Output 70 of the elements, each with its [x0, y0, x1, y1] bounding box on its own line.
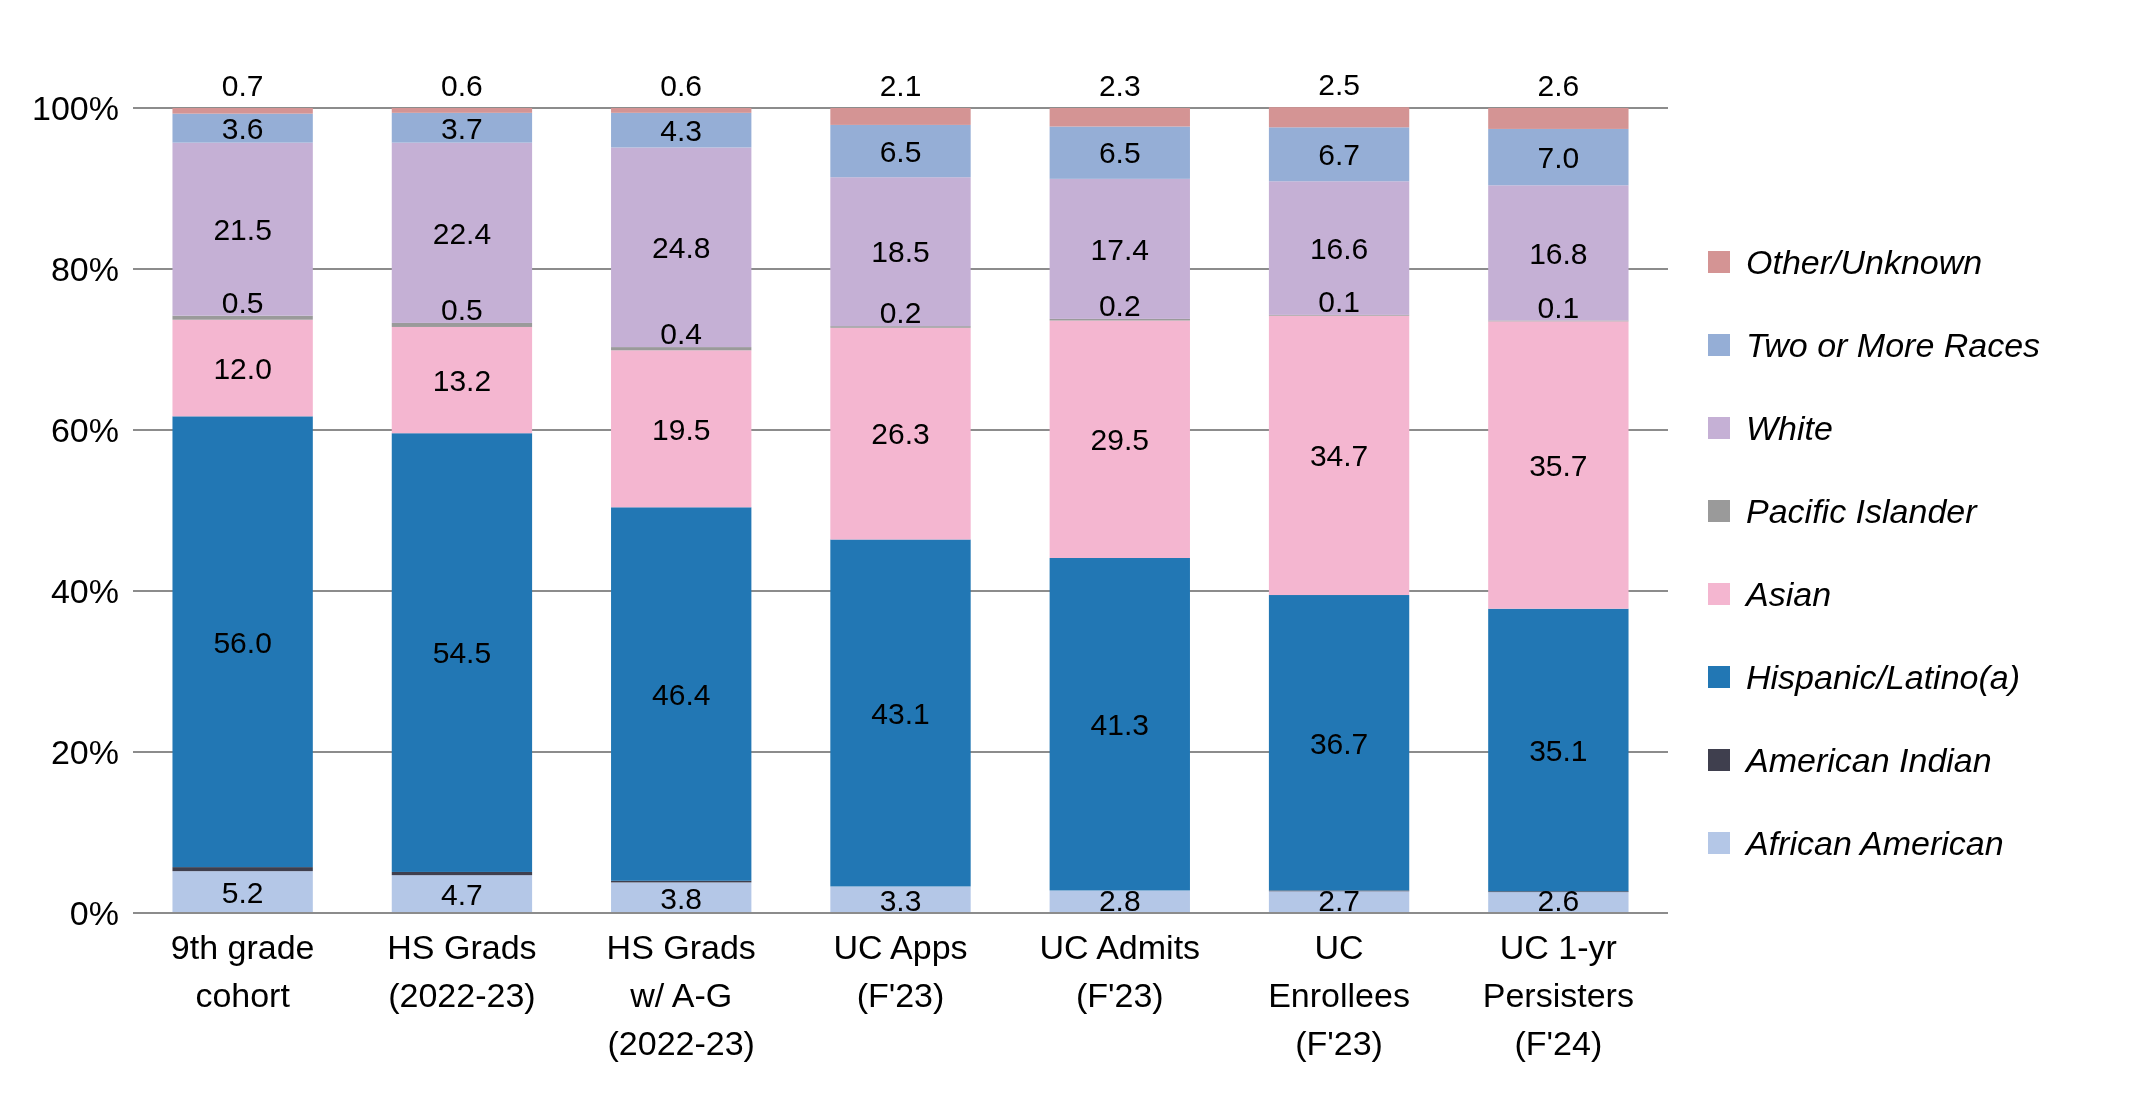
y-tick-label: 80% [50, 249, 119, 288]
data-label: 35.1 [1529, 733, 1588, 767]
data-label: 2.6 [1537, 884, 1580, 917]
data-label: 16.6 [1309, 231, 1369, 265]
data-label: 0.2 [1098, 288, 1141, 322]
x-tick-label: 9th grade cohort [170, 928, 315, 1014]
data-label: 3.7 [441, 111, 483, 145]
legend-label: Pacific Islander [1746, 492, 1979, 530]
y-tick-label: 40% [50, 571, 119, 610]
data-label: 6.5 [879, 134, 922, 168]
data-label: 19.5 [652, 412, 711, 446]
data-label: 7.0 [1537, 140, 1580, 174]
x-tick-label: UC Enrollees (F'23) [1268, 928, 1410, 1062]
y-tick-label: 60% [50, 410, 119, 449]
data-label: 0.6 [660, 69, 703, 102]
data-label: 2.3 [1098, 69, 1141, 102]
data-label: 24.8 [652, 231, 711, 265]
data-label: 41.3 [1090, 708, 1149, 742]
data-label: 2.8 [1098, 884, 1141, 917]
data-label: 29.5 [1090, 423, 1149, 457]
data-label: 0.5 [221, 285, 264, 319]
x-tick-label: HS Grads w/ A-G (2022-23) [606, 928, 756, 1062]
data-label: 0.1 [1537, 290, 1580, 324]
legend-label: Hispanic/Latino(a) [1746, 658, 2021, 696]
data-label: 0.7 [221, 69, 264, 102]
data-label: 0.5 [441, 292, 483, 326]
data-label: 43.1 [871, 696, 930, 730]
x-tick-label: UC 1-yr Persisters (F'24) [1482, 928, 1634, 1062]
data-label: 0.1 [1318, 284, 1360, 318]
data-label: 35.7 [1529, 448, 1588, 482]
data-label: 3.8 [660, 881, 703, 915]
data-label: 3.3 [879, 884, 922, 917]
data-label: 2.6 [1537, 69, 1580, 102]
x-tick-label: UC Apps (F'23) [833, 928, 968, 1014]
data-label: 36.7 [1309, 726, 1369, 760]
y-tick-label: 0% [69, 893, 119, 932]
legend-label: African American [1744, 824, 2004, 862]
data-label: 46.4 [652, 677, 711, 711]
data-label: 54.5 [432, 636, 492, 670]
data-label: 21.5 [213, 212, 272, 246]
data-label: 6.5 [1098, 136, 1141, 170]
legend-label: White [1746, 409, 1833, 447]
data-label: 18.5 [871, 235, 930, 269]
data-label: 2.7 [1318, 884, 1360, 917]
data-label: 16.8 [1529, 236, 1588, 270]
legend-label: Other/Unknown [1746, 243, 1983, 281]
data-label: 12.0 [213, 351, 272, 385]
data-label: 4.7 [441, 877, 483, 911]
data-label: 4.3 [660, 113, 703, 147]
legend-label: Asian [1744, 575, 1832, 613]
data-label: 0.2 [879, 296, 922, 330]
x-tick-label: UC Admits (F'23) [1039, 928, 1201, 1014]
legend-label: American Indian [1744, 741, 1992, 779]
data-label: 56.0 [213, 625, 272, 659]
legend-label: Two or More Races [1746, 326, 2041, 364]
data-label: 2.5 [1318, 68, 1360, 102]
data-label: 13.2 [432, 363, 492, 397]
data-label: 22.4 [432, 216, 492, 250]
data-label: 5.2 [221, 875, 264, 909]
data-label: 17.4 [1090, 232, 1149, 266]
data-label: 34.7 [1309, 439, 1369, 473]
data-label: 3.6 [221, 111, 264, 145]
data-label: 26.3 [871, 417, 930, 451]
x-tick-label: HS Grads (2022-23) [387, 928, 537, 1014]
data-label: 0.6 [441, 69, 483, 102]
data-label: 2.1 [879, 69, 922, 102]
data-label: 6.7 [1318, 138, 1360, 172]
data-label: 0.4 [660, 317, 703, 351]
y-tick-label: 100% [32, 88, 119, 127]
y-tick-label: 20% [50, 732, 119, 771]
